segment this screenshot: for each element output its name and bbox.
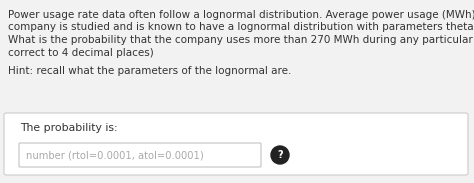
Text: ?: ? — [277, 150, 283, 160]
FancyBboxPatch shape — [19, 143, 261, 167]
Text: number (rtol=0.0001, atol=0.0001): number (rtol=0.0001, atol=0.0001) — [26, 150, 204, 160]
Text: Power usage rate data often follow a lognormal distribution. Average power usage: Power usage rate data often follow a log… — [8, 10, 474, 20]
Circle shape — [271, 146, 289, 164]
Text: Hint: recall what the parameters of the lognormal are.: Hint: recall what the parameters of the … — [8, 66, 292, 76]
Text: The probability is:: The probability is: — [20, 123, 118, 133]
Text: company is studied and is known to have a lognormal distribution with parameters: company is studied and is known to have … — [8, 23, 474, 33]
Text: correct to 4 decimal places): correct to 4 decimal places) — [8, 48, 154, 57]
Text: What is the probability that the company uses more than 270 MWh during any parti: What is the probability that the company… — [8, 35, 474, 45]
FancyBboxPatch shape — [4, 113, 468, 175]
